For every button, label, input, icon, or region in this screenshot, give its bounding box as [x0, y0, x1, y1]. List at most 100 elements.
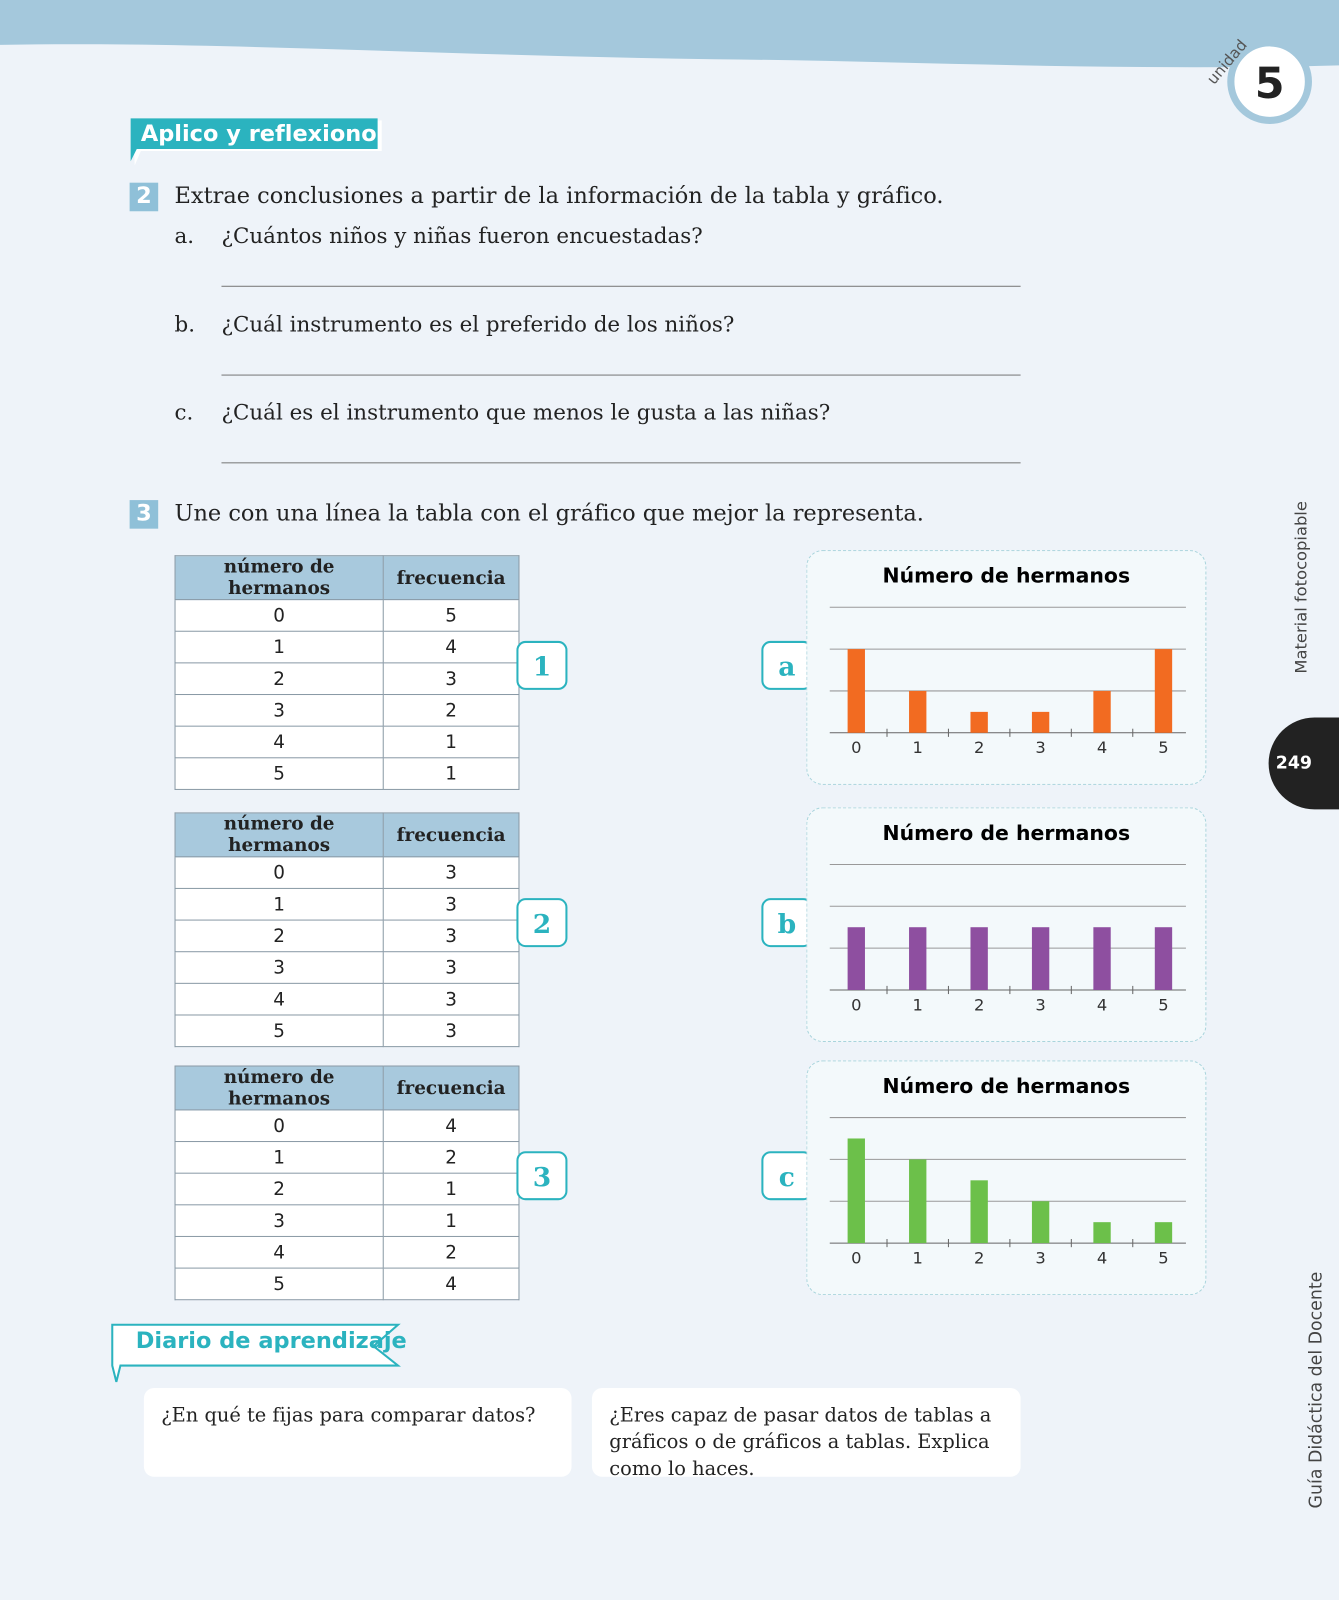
diary-prompt: ¿Eres capaz de pasar datos de tablas a g… — [591, 1388, 1021, 1480]
table-cell: 2 — [382, 694, 520, 727]
side-text-top: Material fotocopiable — [1291, 501, 1311, 674]
table-tag: 1 — [516, 640, 568, 690]
table-cell: 0 — [174, 856, 384, 889]
chart-title: Número de hermanos — [883, 1074, 1131, 1098]
table-cell: 1 — [174, 630, 384, 664]
bar — [909, 690, 927, 733]
x-tick-label: 2 — [974, 1249, 984, 1268]
chart-title: Número de hermanos — [883, 564, 1131, 588]
x-tick-label: 4 — [1097, 1249, 1107, 1268]
bar — [847, 649, 865, 733]
x-tick-label: 5 — [1158, 995, 1168, 1014]
question-text: ¿Cuál instrumento es el preferido de los… — [221, 312, 735, 337]
table-header-cell: frecuencia — [382, 812, 520, 858]
table-cell: 0 — [174, 599, 384, 632]
x-tick-label: 1 — [913, 1249, 923, 1268]
x-tick-label: 4 — [1097, 738, 1107, 757]
question-text: ¿Cuál es el instrumento que menos le gus… — [221, 400, 831, 425]
table-header-cell: número de hermanos — [174, 1065, 384, 1111]
table-cell: 3 — [382, 856, 520, 889]
answer-line — [221, 285, 1021, 287]
table-cell: 0 — [174, 1109, 384, 1143]
question-letter: b. — [174, 312, 196, 337]
table-cell: 5 — [174, 1014, 384, 1048]
table-cell: 5 — [382, 599, 520, 632]
question-letter: c. — [174, 400, 194, 425]
bar-chart: Número de hermanos 0 1 2 3 4 5 — [829, 1074, 1186, 1268]
x-tick-label: 3 — [1035, 1249, 1045, 1268]
table-cell: 1 — [174, 887, 384, 921]
table-header-cell: frecuencia — [382, 1065, 520, 1111]
bar — [1093, 927, 1111, 990]
exercise-number: 3 — [129, 500, 159, 529]
table-header-cell: frecuencia — [382, 555, 520, 601]
x-tick-label: 0 — [851, 738, 861, 757]
bar — [1093, 1222, 1111, 1244]
bar — [1154, 649, 1173, 733]
diary-banner — [111, 1323, 401, 1383]
table-cell: 3 — [174, 1204, 384, 1237]
bar — [970, 711, 988, 733]
chart-box: Número de hermanos 0 1 2 3 4 5 — [806, 550, 1207, 785]
x-tick-label: 4 — [1097, 995, 1107, 1014]
answer-line — [221, 462, 1021, 464]
x-tick-label: 0 — [851, 1249, 861, 1268]
x-tick-label: 1 — [913, 995, 923, 1014]
table-cell: 3 — [382, 887, 520, 921]
table-header-cell: número de hermanos — [174, 555, 384, 601]
chart-tag: a — [761, 640, 813, 690]
table-cell: 1 — [382, 725, 520, 759]
x-tick-label: 5 — [1158, 738, 1168, 757]
bar — [1031, 711, 1050, 733]
bar — [1093, 690, 1111, 733]
table-cell: 5 — [174, 1267, 384, 1301]
table-cell: 4 — [382, 1109, 520, 1143]
table-cell: 4 — [174, 1235, 384, 1269]
bar — [970, 1180, 988, 1244]
table-cell: 4 — [382, 1267, 520, 1301]
table-header-row: número de hermanos frecuencia — [174, 812, 520, 858]
table-cell: 4 — [174, 982, 384, 1016]
bar — [909, 1159, 927, 1244]
exercise-prompt: Extrae conclusiones a partir de la infor… — [174, 183, 944, 210]
table-cell: 2 — [174, 662, 384, 696]
table-cell: 3 — [382, 951, 520, 984]
x-tick-label: 3 — [1035, 738, 1045, 757]
table-cell: 2 — [382, 1141, 520, 1174]
diary-prompt: ¿En qué te fijas para comparar datos? — [143, 1388, 572, 1477]
section-title: Aplico y reflexiono — [140, 121, 377, 147]
frequency-table: número de hermanos frecuencia 0 4 1 2 2 1 3 1 4 2 5 4 — [174, 1065, 520, 1301]
frequency-table: número de hermanos frecuencia 0 5 1 4 2 3 3 2 4 1 5 1 — [174, 555, 520, 790]
chart-title: Número de hermanos — [883, 821, 1131, 845]
bar — [847, 927, 865, 990]
bar — [1031, 927, 1050, 990]
chart-box: Número de hermanos 0 1 2 3 4 5 — [806, 1060, 1207, 1296]
table-cell: 3 — [382, 1014, 520, 1048]
bar — [1154, 927, 1173, 990]
table-cell: 4 — [174, 725, 384, 759]
bar-chart: Número de hermanos 0 1 2 3 4 5 — [829, 564, 1186, 757]
unit-badge: 5 unidad — [1204, 36, 1312, 125]
table-cell: 1 — [382, 757, 520, 790]
table-tag: 3 — [516, 1151, 568, 1201]
table-cell: 1 — [382, 1172, 520, 1206]
question-letter: a. — [174, 223, 195, 249]
bar — [1031, 1201, 1050, 1244]
table-cell: 2 — [174, 919, 384, 953]
side-text-bottom: Guía Didáctica del Docente — [1306, 1271, 1327, 1509]
table-cell: 2 — [174, 1172, 384, 1206]
question-text: ¿Cuántos niños y niñas fueron encuestada… — [221, 223, 703, 249]
table-tag: 2 — [516, 898, 568, 948]
table-cell: 2 — [382, 1235, 520, 1269]
